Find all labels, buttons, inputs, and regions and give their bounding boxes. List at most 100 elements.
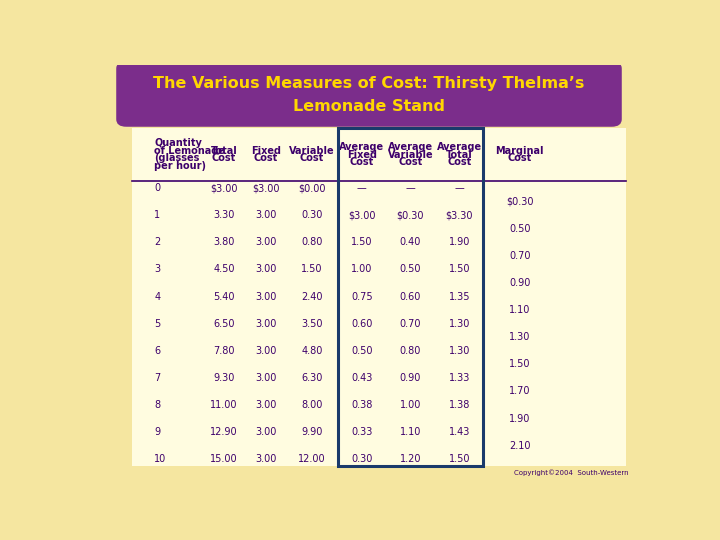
Text: $0.30: $0.30 [397, 210, 424, 220]
Text: Variable: Variable [289, 146, 335, 156]
Text: 4.50: 4.50 [213, 265, 235, 274]
Text: 11.00: 11.00 [210, 400, 238, 410]
Text: 7: 7 [154, 373, 161, 383]
Text: $3.30: $3.30 [446, 210, 473, 220]
Text: 0.33: 0.33 [351, 427, 372, 437]
Text: Total: Total [210, 146, 238, 156]
Text: 5.40: 5.40 [213, 292, 235, 301]
Text: $0.00: $0.00 [298, 183, 326, 193]
Text: 3.30: 3.30 [213, 210, 235, 220]
Text: —: — [405, 183, 415, 193]
Text: 12.90: 12.90 [210, 427, 238, 437]
Text: 1.50: 1.50 [509, 359, 531, 369]
Text: 0.60: 0.60 [400, 292, 421, 301]
Text: Fixed: Fixed [347, 150, 377, 160]
Text: 3: 3 [154, 265, 161, 274]
Text: Cost: Cost [398, 157, 423, 167]
Text: 1.00: 1.00 [351, 265, 372, 274]
Text: 4.80: 4.80 [302, 346, 323, 356]
Text: 9.90: 9.90 [302, 427, 323, 437]
Text: 3.00: 3.00 [255, 346, 276, 356]
Text: —: — [454, 183, 464, 193]
Text: 2.10: 2.10 [509, 441, 531, 451]
Text: 1.10: 1.10 [400, 427, 421, 437]
Text: 9.30: 9.30 [213, 373, 235, 383]
Text: 3.00: 3.00 [255, 427, 276, 437]
Text: Cost: Cost [350, 157, 374, 167]
Text: 1.90: 1.90 [449, 237, 470, 247]
Text: 1.35: 1.35 [449, 292, 470, 301]
Text: 0.75: 0.75 [351, 292, 372, 301]
Text: 0.43: 0.43 [351, 373, 372, 383]
Text: Cost: Cost [300, 153, 324, 164]
Text: Lemonade Stand: Lemonade Stand [293, 99, 445, 114]
Text: $0.30: $0.30 [506, 197, 534, 207]
Text: 0.70: 0.70 [509, 251, 531, 261]
Text: 0.40: 0.40 [400, 237, 421, 247]
Text: 3.00: 3.00 [255, 292, 276, 301]
Text: 7.80: 7.80 [213, 346, 235, 356]
Text: $3.00: $3.00 [252, 183, 279, 193]
Text: 1.00: 1.00 [400, 400, 421, 410]
Text: Fixed: Fixed [251, 146, 281, 156]
Text: The Various Measures of Cost: Thirsty Thelma’s: The Various Measures of Cost: Thirsty Th… [153, 76, 585, 91]
Text: 6.30: 6.30 [302, 373, 323, 383]
Text: 3.50: 3.50 [302, 319, 323, 329]
Text: Quantity: Quantity [154, 138, 202, 149]
Text: 15.00: 15.00 [210, 454, 238, 464]
Text: 3.80: 3.80 [213, 237, 235, 247]
Text: 1: 1 [154, 210, 161, 220]
Text: 9: 9 [154, 427, 161, 437]
Text: 3.00: 3.00 [255, 400, 276, 410]
Text: 1.50: 1.50 [449, 454, 470, 464]
Text: Cost: Cost [508, 153, 532, 164]
Text: 3.00: 3.00 [255, 319, 276, 329]
Text: 1.30: 1.30 [509, 332, 531, 342]
Text: 0.80: 0.80 [302, 237, 323, 247]
Text: 6.50: 6.50 [213, 319, 235, 329]
Text: 6: 6 [154, 346, 161, 356]
Text: 0.50: 0.50 [351, 346, 372, 356]
Text: 0.30: 0.30 [302, 210, 323, 220]
Text: Copyright©2004  South-Western: Copyright©2004 South-Western [514, 469, 629, 476]
Text: 1.10: 1.10 [509, 305, 531, 315]
Bar [132, 128, 626, 466]
Text: 1.50: 1.50 [351, 237, 372, 247]
Text: Marginal: Marginal [495, 146, 544, 156]
Text: $3.00: $3.00 [348, 210, 376, 220]
Text: Cost: Cost [447, 157, 472, 167]
Text: 1.50: 1.50 [302, 265, 323, 274]
Text: Cost: Cost [212, 153, 236, 164]
Text: 10: 10 [154, 454, 166, 464]
Bar [338, 128, 483, 466]
Text: 0.90: 0.90 [509, 278, 531, 288]
Text: per hour): per hour) [154, 161, 206, 171]
Text: 1.30: 1.30 [449, 346, 470, 356]
Text: 1.38: 1.38 [449, 400, 470, 410]
Text: 8.00: 8.00 [302, 400, 323, 410]
Text: (glasses: (glasses [154, 153, 199, 164]
Text: 1.33: 1.33 [449, 373, 470, 383]
Text: 8: 8 [154, 400, 161, 410]
Text: 0.38: 0.38 [351, 400, 372, 410]
Text: Variable: Variable [387, 150, 433, 160]
Text: 0.80: 0.80 [400, 346, 421, 356]
Text: 2: 2 [154, 237, 161, 247]
Text: 12.00: 12.00 [298, 454, 326, 464]
Text: 3.00: 3.00 [255, 210, 276, 220]
Text: 1.70: 1.70 [509, 387, 531, 396]
Text: Cost: Cost [253, 153, 278, 164]
Text: 3.00: 3.00 [255, 373, 276, 383]
Text: 4: 4 [154, 292, 161, 301]
Text: —: — [357, 183, 366, 193]
Text: 0.50: 0.50 [400, 265, 421, 274]
Text: Average: Average [339, 142, 384, 152]
Text: 0: 0 [154, 183, 161, 193]
Text: 0.90: 0.90 [400, 373, 421, 383]
Text: 5: 5 [154, 319, 161, 329]
Text: of Lemonade: of Lemonade [154, 146, 225, 156]
Text: 3.00: 3.00 [255, 237, 276, 247]
Text: 1.50: 1.50 [449, 265, 470, 274]
Text: $3.00: $3.00 [210, 183, 238, 193]
Text: 1.43: 1.43 [449, 427, 470, 437]
